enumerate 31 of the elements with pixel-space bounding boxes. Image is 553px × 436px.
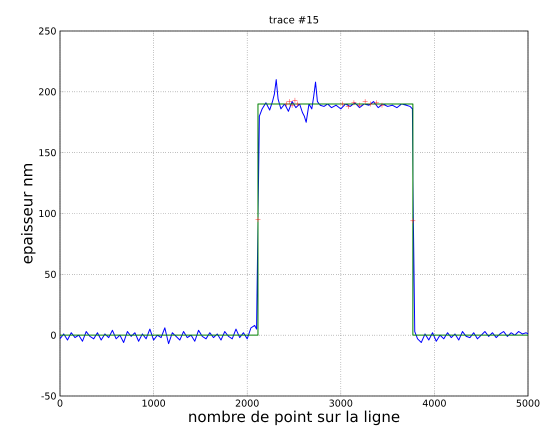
point: [346, 104, 351, 110]
x-tick-label: 3000: [329, 400, 352, 407]
point: [286, 98, 292, 104]
x-tick-label: 4000: [422, 400, 446, 407]
point: [340, 101, 346, 107]
point: [351, 100, 357, 106]
point: [374, 100, 380, 106]
point: [368, 101, 374, 107]
y-tick-label: 250: [39, 27, 56, 35]
x-tick-label: 5000: [516, 400, 540, 407]
y-axis-title: epaisseur nm: [20, 164, 36, 264]
point: [292, 98, 298, 104]
point: [356, 102, 362, 108]
x-axis-title: nombre de point sur la ligne: [189, 410, 400, 426]
point: [289, 102, 295, 108]
y-tick-label: 100: [39, 210, 56, 218]
point: [410, 218, 416, 224]
point: [284, 101, 290, 107]
y-tick-label: 50: [45, 270, 56, 278]
y-tick-label: 0: [51, 332, 56, 339]
chart-title: trace #15: [269, 16, 318, 24]
point: [255, 216, 261, 222]
x-tick-label: 1000: [142, 400, 166, 407]
point: [362, 98, 368, 104]
x-tick-label: 2000: [236, 400, 259, 407]
y-tick-label: 150: [39, 149, 56, 156]
y-tick-label: 200: [39, 88, 56, 96]
point: [379, 102, 385, 108]
y-tick-label: -50: [41, 392, 56, 400]
point: [295, 101, 300, 107]
x-tick-label: 0: [58, 400, 62, 407]
